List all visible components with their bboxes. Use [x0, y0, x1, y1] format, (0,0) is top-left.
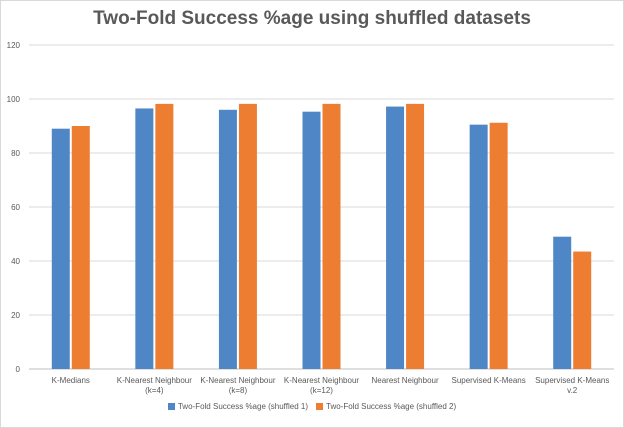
bar-series-1-category-5 [386, 106, 405, 369]
x-tick-label-6: Supervised K-Means [452, 376, 526, 385]
bars [51, 103, 592, 370]
x-tick-label-1: K-Medians [52, 376, 90, 385]
y-tick-label-80: 80 [11, 149, 20, 158]
y-tick-label-20: 20 [11, 311, 20, 320]
bar-series-2-category-5 [406, 103, 425, 370]
x-tick-label-4: K-Nearest Neighbour (k=12) [284, 376, 359, 395]
bar-series-2-category-7 [573, 251, 592, 369]
bar-series-2-category-1 [71, 126, 90, 369]
legend-swatch-shuffled-1 [167, 403, 175, 410]
bar-series-1-category-3 [218, 109, 237, 370]
legend-item-shuffled-2: Two-Fold Success %age (shuffled 2) [316, 402, 456, 411]
y-tick-label-40: 40 [11, 257, 20, 266]
bar-series-2-category-4 [322, 103, 341, 370]
y-tick-label-120: 120 [7, 41, 21, 50]
y-tick-label-60: 60 [11, 203, 20, 212]
bar-series-2-category-6 [489, 122, 508, 369]
bar-series-1-category-4 [302, 111, 321, 369]
y-axis-tick-labels: 0 20 40 60 80 100 120 [7, 41, 21, 374]
legend-item-shuffled-1: Two-Fold Success %age (shuffled 1) [167, 402, 308, 411]
bar-series-1-category-2 [135, 108, 154, 369]
bar-series-2-category-3 [238, 103, 257, 370]
x-axis-tick-labels: K-Medians K-Nearest Neighbour (k=4) K-Neare… [52, 376, 610, 395]
legend-label-shuffled-2: Two-Fold Success %age (shuffled 2) [326, 402, 457, 411]
bar-series-1-category-6 [469, 124, 488, 370]
bar-series-1-category-7 [553, 236, 572, 369]
bar-series-2-category-2 [155, 103, 174, 370]
y-tick-label-100: 100 [7, 95, 21, 104]
legend-swatch-shuffled-2 [316, 403, 323, 410]
x-tick-label-5: Nearest Neighbour [371, 376, 438, 385]
gridlines [29, 44, 614, 370]
y-tick-label-0: 0 [16, 365, 21, 374]
x-tick-label-3: K-Nearest Neighbour (k=8) [200, 376, 275, 395]
x-tick-label-2: K-Nearest Neighbour (k=4) [117, 376, 192, 395]
legend-label-shuffled-1: Two-Fold Success %age (shuffled 1) [177, 402, 308, 411]
chart-title: Two-Fold Success %age using shuffled dat… [93, 8, 531, 29]
legend: Two-Fold Success %age (shuffled 1) Two-F… [0, 402, 624, 411]
x-tick-label-7: Supervised K-Means v.2 [535, 376, 609, 395]
bar-series-1-category-1 [51, 128, 70, 369]
